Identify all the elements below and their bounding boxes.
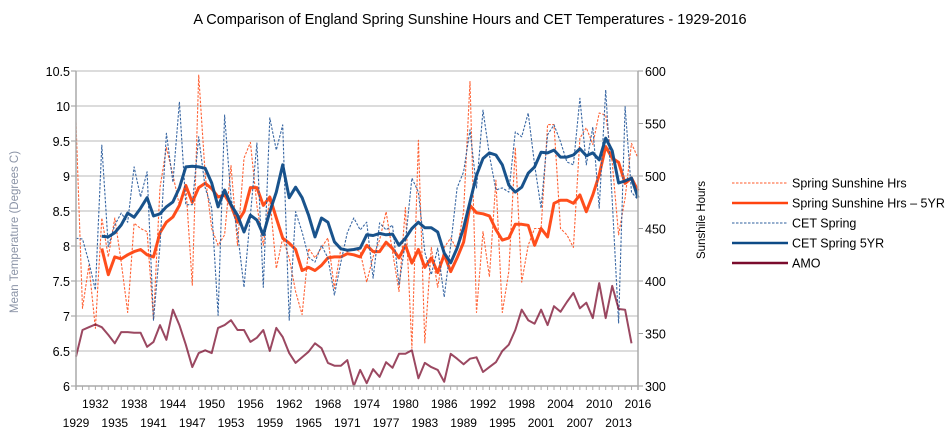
legend-label: CET Spring [792, 217, 856, 231]
y-tick-label: 10.5 [46, 65, 70, 79]
y2-tick-label: 550 [645, 118, 666, 132]
x-tick-label: 1929 [63, 416, 90, 430]
x-tick-label: 1983 [411, 416, 438, 430]
y-tick-label: 6.5 [53, 345, 70, 359]
x-tick-label: 1968 [315, 397, 342, 411]
x-tick-label: 1953 [218, 416, 245, 430]
x-tick-label: 1977 [373, 416, 400, 430]
x-tick-label: 2001 [528, 416, 555, 430]
y2-tick-label: 300 [645, 380, 666, 394]
x-tick-label: 1974 [353, 397, 380, 411]
y2-axis-label: Sunshile Hours [696, 181, 708, 259]
x-tick-label: 1932 [82, 397, 109, 411]
chart-title: A Comparison of England Spring Sunshine … [193, 12, 746, 28]
gridlines [76, 71, 638, 386]
x-tick-label: 2007 [567, 416, 594, 430]
x-tick-label: 2013 [605, 416, 632, 430]
legend-label: Spring Sunshine Hrs [792, 177, 907, 191]
y-axis-label: Mean Temperature (Degrees C) [9, 151, 21, 313]
x-tick-label: 1998 [508, 397, 535, 411]
legend: Spring Sunshine Hrs Spring Sunshine Hrs –… [732, 177, 945, 271]
y2-tick-label: 500 [645, 170, 666, 184]
y-tick-label: 9 [63, 170, 70, 184]
x-tick-label: 1962 [276, 397, 303, 411]
y2-tick-label: 450 [645, 223, 666, 237]
x-tick-label: 1989 [450, 416, 477, 430]
y2-tick-label: 600 [645, 65, 666, 79]
series-line-amo [76, 283, 632, 386]
x-tick-label: 1956 [237, 397, 264, 411]
legend-label: Spring Sunshine Hrs – 5YR [792, 197, 945, 211]
y-tick-label: 10 [56, 100, 70, 114]
x-tick-label: 2004 [547, 397, 574, 411]
x-tick-label: 1935 [101, 416, 128, 430]
y-tick-label: 7.5 [53, 275, 70, 289]
legend-label: AMO [792, 257, 821, 271]
x-tick-label: 1980 [392, 397, 419, 411]
x-tick-label: 1992 [470, 397, 497, 411]
y-tick-label: 8 [63, 240, 70, 254]
y-tick-label: 6 [63, 380, 70, 394]
x-tick-label: 1965 [295, 416, 322, 430]
x-tick-label: 2010 [586, 397, 613, 411]
y-tick-label: 8.5 [53, 205, 70, 219]
x-tick-label: 1971 [334, 416, 361, 430]
x-tick-label: 1986 [431, 397, 458, 411]
y-tick-label: 7 [63, 310, 70, 324]
x-tick-label: 1938 [121, 397, 148, 411]
legend-label: CET Spring 5YR [792, 237, 884, 251]
x-tick-label: 1941 [140, 416, 167, 430]
x-tick-label: 2016 [625, 397, 652, 411]
x-tick-label: 1959 [256, 416, 283, 430]
x-tick-label: 1995 [489, 416, 516, 430]
x-tick-label: 1947 [179, 416, 206, 430]
y-tick-label: 9.5 [53, 135, 70, 149]
series-group [76, 75, 638, 386]
y2-tick-label: 400 [645, 275, 666, 289]
x-tick-label: 1950 [198, 397, 225, 411]
y2-tick-label: 350 [645, 328, 666, 342]
x-tick-label: 1944 [160, 397, 187, 411]
